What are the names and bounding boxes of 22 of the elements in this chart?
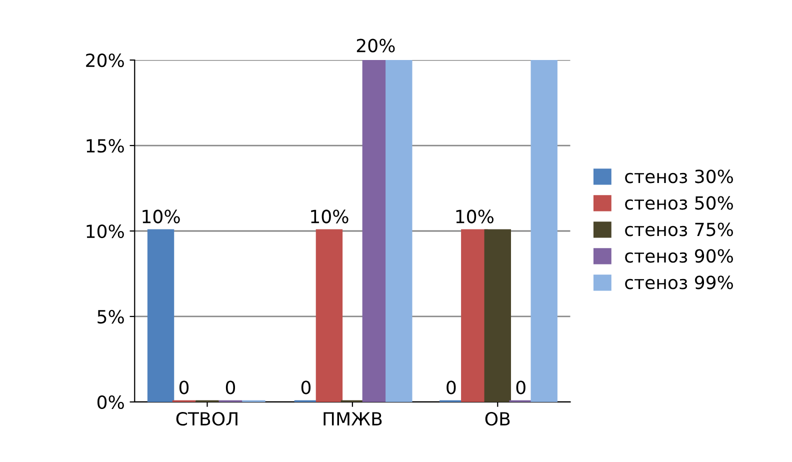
y-tick-label: 10% [86,224,124,238]
data-label: 10% [142,210,180,224]
y-tick-label: 20% [86,54,124,68]
data-label: 0 [226,380,236,394]
x-tick-label: ОВ [485,412,510,426]
legend-label: стеноз 50% [625,196,733,210]
legend-label: стеноз 30% [625,170,733,184]
data-label: 10% [311,210,348,224]
legend-label: стеноз 99% [625,276,733,290]
legend-label: стеноз 75% [625,222,733,236]
data-label: 10% [456,210,494,224]
data-label: 0 [516,380,526,394]
data-label: 0 [301,380,311,394]
x-tick-label: ПМЖВ [324,412,382,426]
legend-label: стеноз 90% [625,249,733,263]
x-tick-label: СТВОЛ [176,412,238,426]
y-tick-label: 15% [86,138,124,153]
data-label: 0 [446,380,456,394]
data-label: 0 [179,380,189,394]
y-tick-label: 0% [97,395,124,410]
data-label: 20% [356,38,395,52]
y-tick-label: 5% [98,310,124,324]
